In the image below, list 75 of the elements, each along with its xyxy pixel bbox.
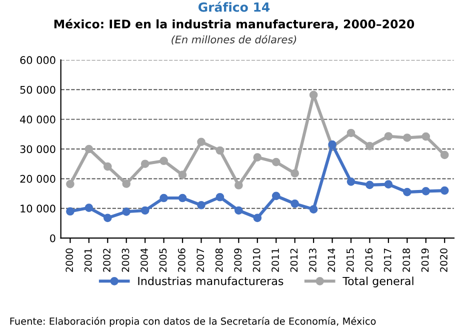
point — [140, 160, 150, 168]
x-tick-label: 2002 — [103, 248, 110, 272]
chart-subtitle: México: IED en la industria manufacturera, 2000–2020 — [54, 18, 414, 30]
point — [272, 158, 280, 166]
point — [402, 188, 412, 196]
x-tick-label: 2011 — [272, 248, 279, 272]
point — [366, 180, 374, 190]
point — [103, 214, 112, 222]
x-tick-label: 2009 — [234, 248, 242, 272]
point — [178, 170, 187, 180]
point — [272, 192, 280, 200]
point — [234, 181, 243, 190]
y-tick-label: 60 000 — [20, 56, 56, 64]
x-tick-label: 2004 — [140, 248, 148, 272]
point — [234, 206, 243, 215]
text: (En millones de dólares) — [172, 34, 296, 45]
point — [328, 140, 336, 149]
point — [384, 180, 393, 189]
point — [366, 142, 374, 150]
point — [346, 178, 356, 186]
point — [84, 144, 94, 154]
point — [178, 194, 187, 202]
point — [309, 205, 318, 214]
point — [216, 146, 224, 155]
point — [440, 186, 449, 195]
legend-label: Industrias manufactureras — [138, 276, 284, 286]
x-tick-label: 2010 — [252, 248, 260, 272]
x-tick-label: 2020 — [440, 248, 448, 272]
point — [309, 90, 318, 100]
x-tick-label: 2008 — [215, 248, 223, 272]
point — [122, 180, 131, 188]
y-tick-label: 40 000 — [20, 116, 56, 124]
point — [384, 132, 393, 140]
point — [103, 162, 112, 171]
point — [66, 207, 74, 216]
x-tick-label: 2014 — [328, 248, 336, 272]
point — [253, 153, 262, 162]
x-tick-label: 2016 — [365, 248, 373, 272]
x-tick-label: 2018 — [402, 248, 410, 272]
point — [402, 134, 412, 142]
x-tick-label: 2012 — [290, 248, 298, 272]
y-tick-label: 10 000 — [20, 204, 56, 213]
point — [422, 187, 430, 196]
point — [290, 169, 300, 178]
y-tick-label: 20 000 — [20, 174, 56, 183]
point — [290, 199, 300, 208]
y-tick-label: 0 — [50, 234, 56, 242]
x-tick-label: 2015 — [346, 248, 354, 272]
x-tick-label: 2006 — [178, 248, 186, 272]
x-tick-label: 2003 — [122, 248, 130, 272]
point — [160, 194, 168, 202]
x-tick-label: 2019 — [421, 248, 429, 272]
point — [253, 214, 262, 222]
point — [197, 138, 206, 146]
y-tick-label: 30 000 — [20, 145, 56, 154]
x-tick-label: 2001 — [84, 248, 92, 272]
point — [422, 132, 430, 141]
point — [84, 204, 94, 212]
x-tick-label: 2017 — [384, 248, 392, 272]
source-note: Fuente: Elaboración propia con datos de la Secretaría de Economía, México — [10, 316, 376, 327]
point — [66, 180, 74, 188]
point — [140, 206, 150, 215]
y-tick-label: 50 000 — [20, 86, 56, 94]
point — [160, 156, 168, 166]
x-tick-label: 2000 — [66, 248, 74, 272]
x-tick-label: 2005 — [159, 248, 167, 272]
point — [216, 192, 224, 202]
point — [440, 150, 449, 160]
point — [122, 208, 131, 216]
legend-label: Total general — [342, 276, 414, 288]
point — [346, 128, 356, 138]
x-tick-label: 2007 — [196, 248, 204, 272]
chart-title: Gráfico 14 — [198, 2, 270, 12]
x-tick-label: 2013 — [309, 248, 316, 272]
point — [197, 200, 206, 210]
